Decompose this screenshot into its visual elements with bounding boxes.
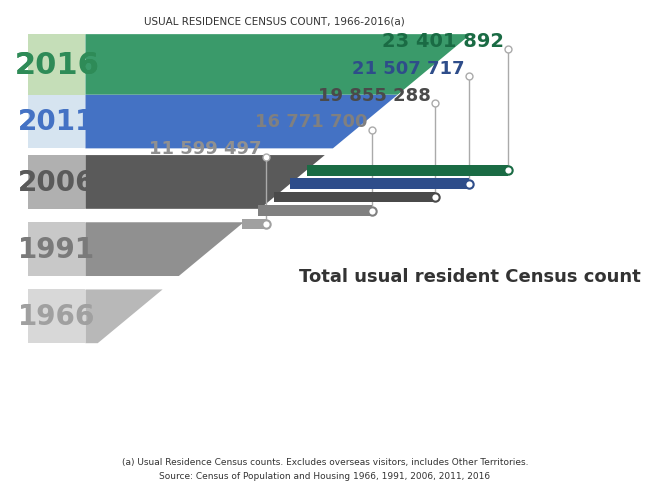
Polygon shape: [85, 290, 162, 344]
FancyBboxPatch shape: [28, 223, 85, 276]
Text: 1966: 1966: [18, 303, 96, 331]
Text: 2016: 2016: [14, 51, 99, 80]
Text: 19 855 288: 19 855 288: [318, 86, 431, 104]
Text: 1991: 1991: [18, 236, 96, 264]
Polygon shape: [85, 156, 325, 209]
Text: 23 401 892: 23 401 892: [382, 32, 504, 51]
Text: Source: Census of Population and Housing 1966, 1991, 2006, 2011, 2016: Source: Census of Population and Housing…: [159, 471, 491, 480]
FancyBboxPatch shape: [28, 156, 85, 209]
FancyBboxPatch shape: [28, 290, 85, 344]
FancyBboxPatch shape: [242, 219, 266, 230]
Text: Total usual resident Census count: Total usual resident Census count: [298, 267, 640, 285]
Text: USUAL RESIDENCE CENSUS COUNT, 1966-2016(a): USUAL RESIDENCE CENSUS COUNT, 1966-2016(…: [144, 17, 404, 27]
FancyBboxPatch shape: [28, 96, 85, 149]
Text: 2006: 2006: [18, 169, 96, 197]
Text: (a) Usual Residence Census counts. Excludes overseas visitors, includes Other Te: (a) Usual Residence Census counts. Exclu…: [122, 457, 528, 466]
Text: 1991: 1991: [18, 236, 96, 264]
Polygon shape: [85, 223, 244, 276]
FancyBboxPatch shape: [28, 223, 85, 276]
Text: 11 599 497: 11 599 497: [150, 140, 262, 158]
FancyBboxPatch shape: [28, 290, 85, 344]
Text: 2011: 2011: [18, 108, 96, 136]
Text: 21 507 717: 21 507 717: [352, 60, 465, 78]
Text: 2006: 2006: [18, 169, 96, 197]
Text: 2016: 2016: [14, 51, 99, 80]
Text: 1966: 1966: [18, 303, 96, 331]
Text: 16 771 700: 16 771 700: [255, 113, 368, 131]
Polygon shape: [85, 96, 398, 149]
FancyBboxPatch shape: [274, 192, 435, 203]
Polygon shape: [85, 35, 471, 96]
FancyBboxPatch shape: [28, 35, 85, 96]
Text: 2011: 2011: [18, 108, 96, 136]
FancyBboxPatch shape: [28, 96, 85, 149]
FancyBboxPatch shape: [291, 179, 469, 190]
FancyBboxPatch shape: [28, 156, 85, 209]
FancyBboxPatch shape: [258, 206, 372, 217]
FancyBboxPatch shape: [307, 165, 508, 176]
FancyBboxPatch shape: [28, 35, 85, 96]
